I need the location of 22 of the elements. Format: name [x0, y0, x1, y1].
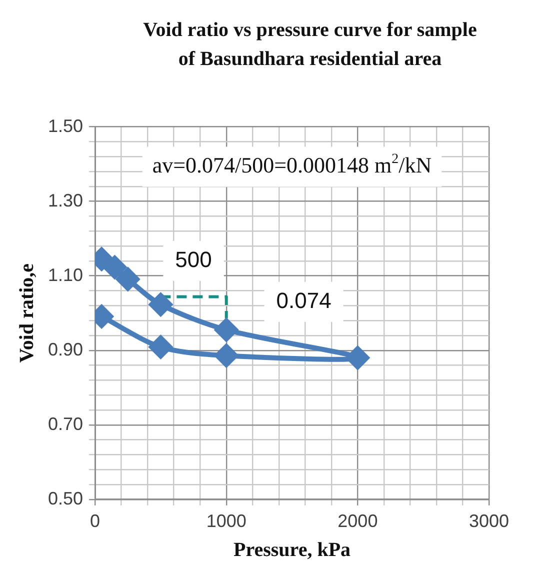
y-tick-label: 0.50	[48, 488, 84, 508]
y-tick-label: 0.90	[48, 339, 84, 360]
y-tick-label: 1.30	[48, 190, 84, 210]
y-tick-label: 1.10	[48, 264, 84, 285]
x-tick-label: 3000	[468, 511, 510, 532]
chart-title: Void ratio vs pressure curve for sample of Basundhara residential area	[142, 18, 478, 72]
x-axis-title: Pressure, kPa	[234, 539, 351, 562]
x-tick-label: 0	[90, 511, 100, 532]
annotation: 0.074	[276, 288, 332, 313]
y-tick-label: 0.70	[48, 414, 84, 434]
point	[116, 268, 140, 291]
point	[149, 293, 172, 316]
x-tick-label: 2000	[338, 511, 378, 532]
y-axis-title: Void ratio,e	[16, 263, 38, 363]
annotation: 500	[175, 247, 212, 272]
point	[214, 344, 238, 368]
point	[214, 318, 238, 342]
x-tick-label: 1000	[206, 511, 246, 532]
point	[346, 346, 370, 370]
point	[103, 256, 126, 279]
point	[149, 336, 172, 359]
y-tick-label: 1.50	[48, 116, 84, 136]
